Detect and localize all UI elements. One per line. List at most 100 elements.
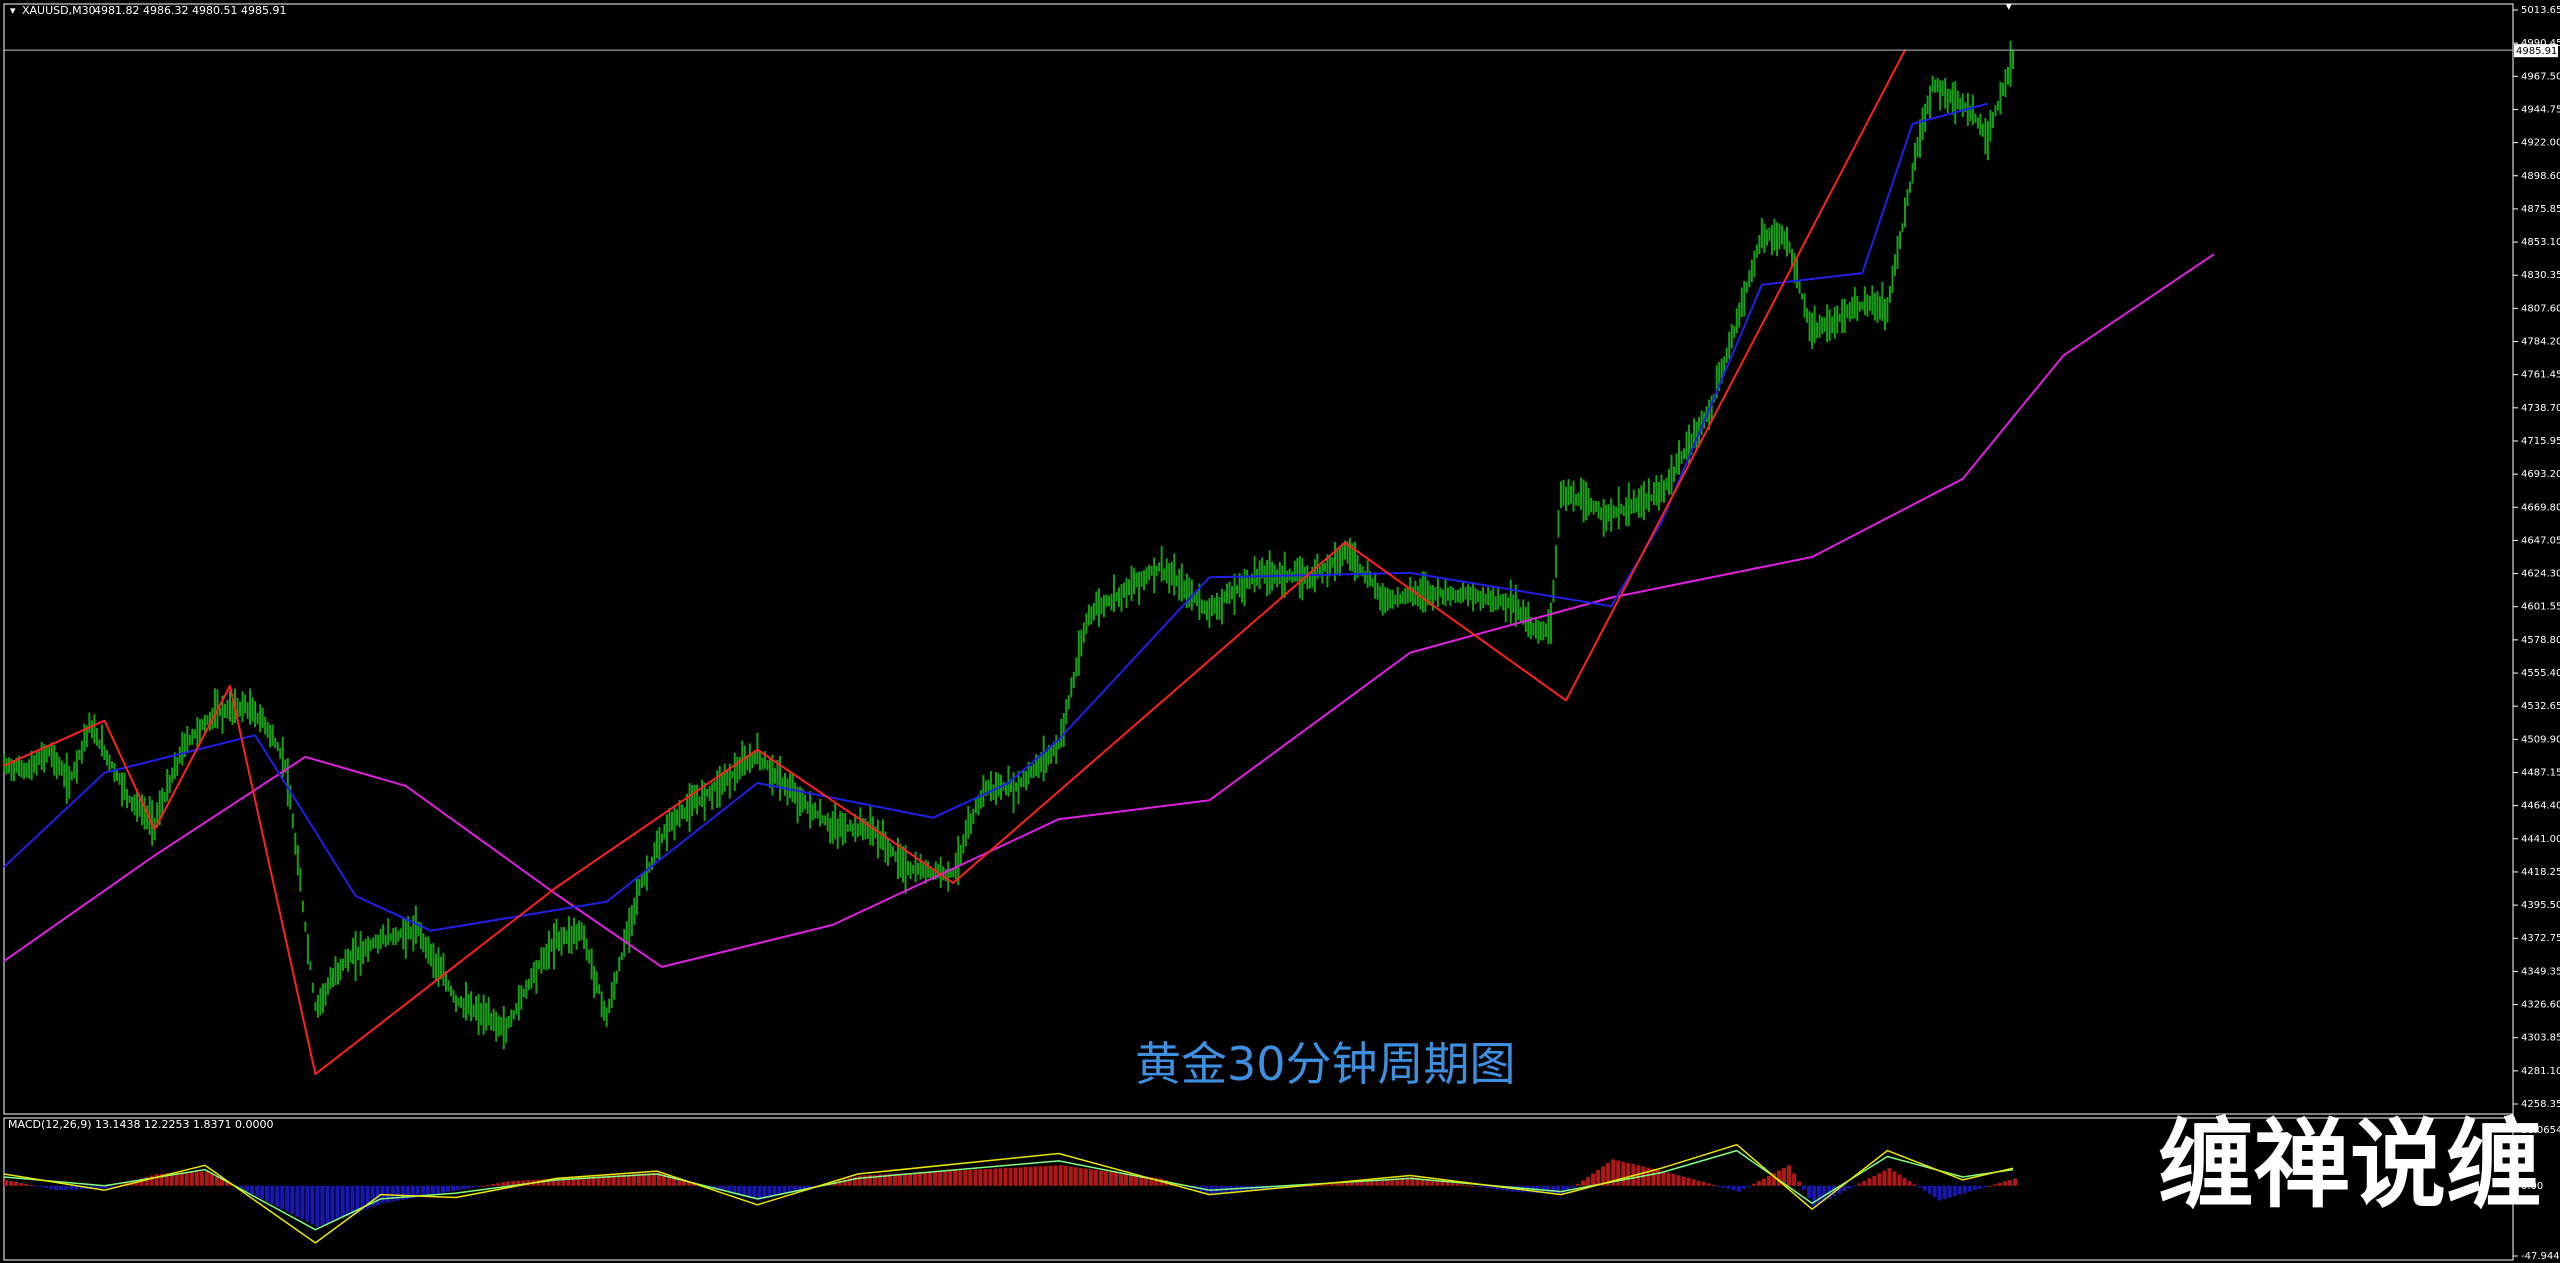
- macd-histogram-bar: [1324, 1184, 1329, 1186]
- macd-histogram-bar: [1073, 1167, 1078, 1186]
- macd-histogram-bar: [1440, 1181, 1445, 1186]
- macd-histogram-bar: [1601, 1166, 1606, 1186]
- price-tick-label: 4898.60: [2521, 171, 2560, 182]
- macd-histogram-bar: [903, 1173, 908, 1186]
- macd-histogram-bar: [1656, 1169, 1661, 1186]
- candles-layer: [3, 40, 2014, 1050]
- macd-histogram-bar: [1852, 1185, 1857, 1187]
- macd-histogram-bar: [355, 1185, 360, 1213]
- macd-histogram-bar: [1927, 1185, 1932, 1194]
- price-tick-label: 4669.80: [2521, 502, 2560, 513]
- price-tick-label: 4281.10: [2521, 1066, 2560, 1077]
- price-tick-label: 4647.05: [2521, 535, 2560, 546]
- macd-histogram-bar: [1907, 1181, 1912, 1186]
- macd-histogram-bar: [651, 1172, 656, 1186]
- macd-histogram-bar: [1942, 1185, 1947, 1199]
- macd-histogram-bar: [445, 1185, 450, 1192]
- macd-histogram-bar: [461, 1185, 466, 1190]
- macd-histogram-bar: [149, 1175, 154, 1186]
- macd-histogram-bar: [476, 1185, 481, 1187]
- macd-histogram-bar: [1837, 1185, 1842, 1194]
- macd-histogram-bar: [1862, 1180, 1867, 1186]
- macd-histogram-bar: [1711, 1184, 1716, 1186]
- macd-histogram-bar: [1822, 1185, 1827, 1202]
- macd-histogram-bar: [882, 1174, 887, 1186]
- macd-histogram-bar: [516, 1180, 521, 1186]
- macd-histogram-bar: [1124, 1173, 1129, 1186]
- price-tick-label: 4601.55: [2521, 602, 2560, 613]
- macd-histogram-bar: [1480, 1185, 1485, 1188]
- symbol-dropdown-icon[interactable]: ▾: [10, 4, 16, 17]
- macd-histogram-bar: [1922, 1185, 1927, 1191]
- macd-histogram-bar: [767, 1185, 772, 1198]
- macd-histogram-bar: [1018, 1167, 1023, 1186]
- macd-histogram-bar: [320, 1185, 325, 1225]
- macd-histogram-bar: [616, 1174, 621, 1186]
- macd-histogram-bar: [1646, 1167, 1651, 1186]
- macd-histogram-bar: [169, 1173, 174, 1186]
- price-tick-label: 4693.20: [2521, 469, 2560, 480]
- macd-histogram-bar: [1345, 1182, 1350, 1186]
- macd-histogram-bar: [857, 1175, 862, 1186]
- macd-histogram-bar: [1485, 1185, 1490, 1188]
- macd-histogram-bar: [551, 1178, 556, 1186]
- macd-histogram-bar: [1149, 1177, 1154, 1186]
- macd-axis-ticks: 38.0654 0.00 -47.9441: [2513, 1125, 2560, 1262]
- macd-histogram-bar: [556, 1178, 561, 1186]
- price-tick-label: 4853.10: [2521, 237, 2560, 248]
- macd-histogram-bar: [1420, 1178, 1425, 1186]
- macd-histogram-bar: [591, 1176, 596, 1186]
- macd-histogram-bar: [1792, 1173, 1797, 1186]
- macd-histogram-bar: [1676, 1175, 1681, 1186]
- macd-histogram-bar: [159, 1173, 164, 1186]
- macd-histogram-bar: [390, 1185, 395, 1202]
- macd-histogram-bar: [1360, 1181, 1365, 1186]
- price-tick-label: 4761.45: [2521, 370, 2560, 381]
- macd-histogram-bar: [1857, 1183, 1862, 1186]
- macd-histogram-bar: [842, 1179, 847, 1186]
- macd-histogram-bar: [913, 1172, 918, 1186]
- macd-histogram-bar: [1982, 1185, 1987, 1188]
- macd-histogram-bar: [79, 1185, 84, 1190]
- macd-histogram-bar: [1118, 1173, 1123, 1186]
- macd-histogram-bar: [466, 1185, 471, 1189]
- macd-histogram-bar: [375, 1185, 380, 1206]
- macd-histogram-bar: [270, 1185, 275, 1205]
- macd-histogram-bar: [1691, 1179, 1696, 1186]
- macd-histogram-bar: [983, 1169, 988, 1186]
- macd-histogram-bar: [586, 1176, 591, 1186]
- macd-histogram-bar: [892, 1173, 897, 1186]
- macd-histogram-bar: [1375, 1180, 1380, 1186]
- macd-histogram-bar: [250, 1185, 255, 1194]
- macd-histogram-bar: [219, 1178, 224, 1186]
- macd-histogram-bar: [34, 1185, 39, 1187]
- macd-histogram-bar: [1681, 1176, 1686, 1186]
- macd-histogram-bar: [1269, 1185, 1274, 1190]
- macd-histogram-bar: [1339, 1183, 1344, 1186]
- macd-histogram-bar: [1264, 1185, 1269, 1190]
- macd-histogram-bar: [571, 1177, 576, 1186]
- macd-histogram-bar: [214, 1176, 219, 1186]
- macd-histogram-bar: [74, 1185, 79, 1190]
- macd-histogram-bar: [1761, 1178, 1766, 1186]
- macd-histogram-bar: [1390, 1178, 1395, 1186]
- macd-histogram-bar: [742, 1185, 747, 1197]
- macd-histogram-bar: [420, 1185, 425, 1197]
- macd-histogram-bar: [601, 1175, 606, 1186]
- macd-histogram-bar: [1043, 1166, 1048, 1186]
- macd-histogram-bar: [777, 1185, 782, 1196]
- chart-shift-marker-icon[interactable]: ▾: [2006, 0, 2012, 13]
- macd-histogram-bar: [1917, 1185, 1922, 1188]
- price-tick-label: 4441.00: [2521, 834, 2560, 845]
- macd-histogram-bar: [1842, 1185, 1847, 1192]
- price-tick-label: 4349.35: [2521, 966, 2560, 977]
- macd-histogram-bar: [1350, 1182, 1355, 1186]
- macd-histogram-bar: [948, 1170, 953, 1186]
- macd-histogram-bar: [260, 1185, 265, 1200]
- macd-histogram-bar: [631, 1174, 636, 1186]
- macd-histogram-bar: [1405, 1177, 1410, 1186]
- price-tick-label: 4990.45: [2521, 38, 2560, 49]
- macd-histogram-bar: [1756, 1181, 1761, 1186]
- macd-signal-line: [3, 1149, 2014, 1231]
